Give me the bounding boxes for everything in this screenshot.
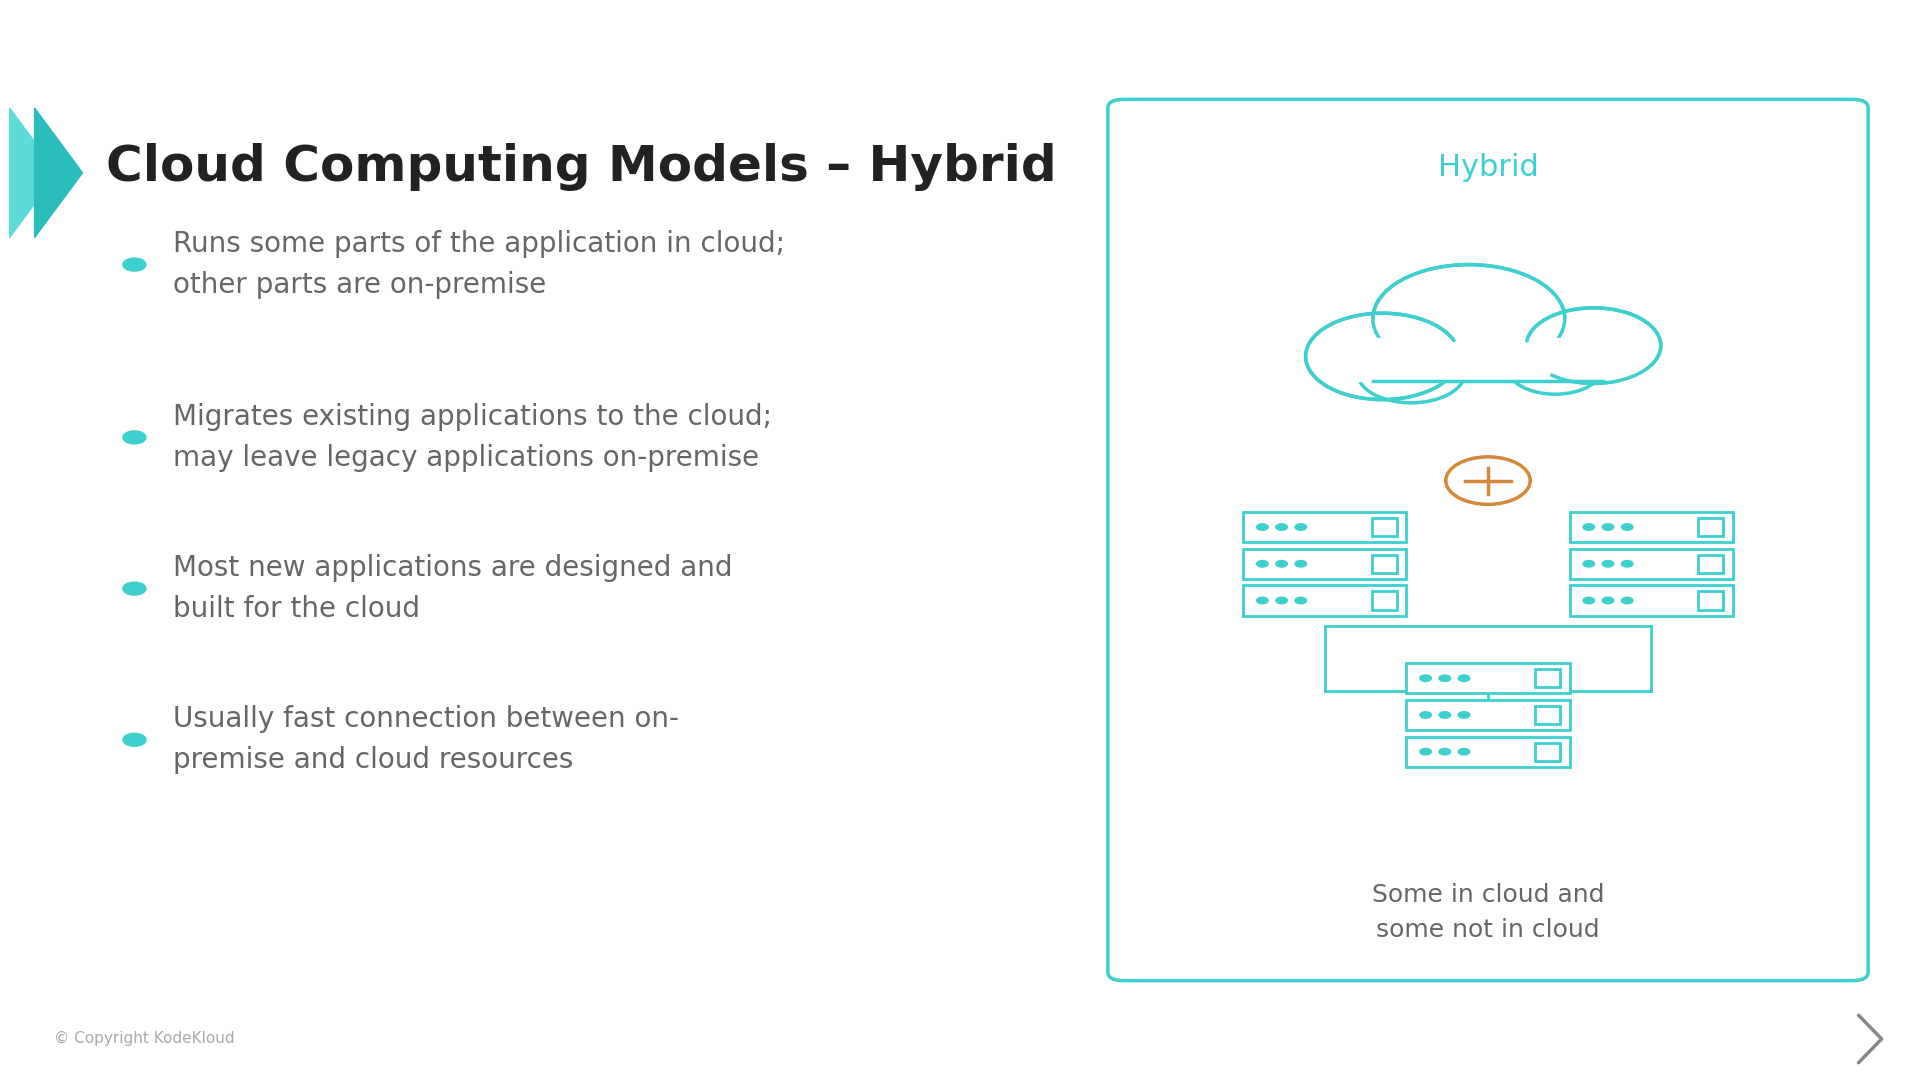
- FancyBboxPatch shape: [1534, 706, 1559, 724]
- FancyBboxPatch shape: [1569, 512, 1732, 542]
- Circle shape: [123, 431, 146, 444]
- Circle shape: [1459, 675, 1471, 681]
- Circle shape: [1440, 675, 1452, 681]
- Circle shape: [1294, 597, 1306, 604]
- Circle shape: [1256, 597, 1267, 604]
- Text: Usually fast connection between on-
premise and cloud resources: Usually fast connection between on- prem…: [173, 705, 680, 774]
- FancyBboxPatch shape: [1697, 555, 1722, 572]
- Circle shape: [1419, 712, 1430, 718]
- Circle shape: [1357, 342, 1465, 403]
- FancyBboxPatch shape: [1534, 743, 1559, 760]
- Circle shape: [1440, 748, 1452, 755]
- Circle shape: [1459, 712, 1471, 718]
- FancyBboxPatch shape: [1371, 518, 1396, 536]
- Text: Migrates existing applications to the cloud;
may leave legacy applications on-pr: Migrates existing applications to the cl…: [173, 403, 772, 472]
- FancyBboxPatch shape: [1371, 555, 1396, 572]
- Circle shape: [1373, 265, 1565, 373]
- Polygon shape: [10, 108, 58, 238]
- Circle shape: [1601, 597, 1613, 604]
- FancyBboxPatch shape: [1569, 549, 1732, 579]
- FancyBboxPatch shape: [1405, 700, 1569, 730]
- Circle shape: [1256, 561, 1267, 567]
- Text: Cloud Computing Models – Hybrid: Cloud Computing Models – Hybrid: [106, 144, 1056, 191]
- FancyBboxPatch shape: [1325, 338, 1651, 381]
- FancyBboxPatch shape: [1534, 670, 1559, 687]
- FancyBboxPatch shape: [1242, 512, 1405, 542]
- Circle shape: [123, 733, 146, 746]
- Circle shape: [1419, 675, 1430, 681]
- Circle shape: [1620, 597, 1632, 604]
- Text: Most new applications are designed and
built for the cloud: Most new applications are designed and b…: [173, 554, 732, 623]
- Circle shape: [1526, 308, 1661, 383]
- FancyBboxPatch shape: [1371, 592, 1396, 609]
- FancyBboxPatch shape: [1108, 99, 1868, 981]
- Circle shape: [1306, 313, 1459, 400]
- Circle shape: [1275, 561, 1286, 567]
- FancyBboxPatch shape: [1697, 592, 1722, 609]
- Circle shape: [1582, 561, 1594, 567]
- Circle shape: [1275, 524, 1286, 530]
- Circle shape: [1275, 597, 1286, 604]
- FancyBboxPatch shape: [1405, 663, 1569, 693]
- FancyBboxPatch shape: [1697, 518, 1722, 536]
- Circle shape: [1507, 340, 1603, 394]
- Text: Some in cloud and
some not in cloud: Some in cloud and some not in cloud: [1371, 883, 1605, 942]
- Circle shape: [1601, 524, 1613, 530]
- Circle shape: [1601, 561, 1613, 567]
- Circle shape: [1620, 524, 1632, 530]
- Circle shape: [1459, 748, 1471, 755]
- FancyBboxPatch shape: [1242, 549, 1405, 579]
- Text: Hybrid: Hybrid: [1438, 153, 1538, 181]
- Circle shape: [1582, 597, 1594, 604]
- Circle shape: [1294, 524, 1306, 530]
- Circle shape: [1294, 561, 1306, 567]
- Polygon shape: [35, 108, 83, 238]
- Circle shape: [1419, 748, 1430, 755]
- Circle shape: [1256, 524, 1267, 530]
- Text: © Copyright KodeKloud: © Copyright KodeKloud: [54, 1031, 234, 1047]
- Text: Runs some parts of the application in cloud;
other parts are on-premise: Runs some parts of the application in cl…: [173, 230, 785, 299]
- FancyBboxPatch shape: [1242, 585, 1405, 616]
- FancyBboxPatch shape: [1569, 585, 1732, 616]
- Circle shape: [1582, 524, 1594, 530]
- Circle shape: [1620, 561, 1632, 567]
- Circle shape: [123, 582, 146, 595]
- Circle shape: [1440, 712, 1452, 718]
- FancyBboxPatch shape: [1405, 737, 1569, 767]
- Circle shape: [123, 258, 146, 271]
